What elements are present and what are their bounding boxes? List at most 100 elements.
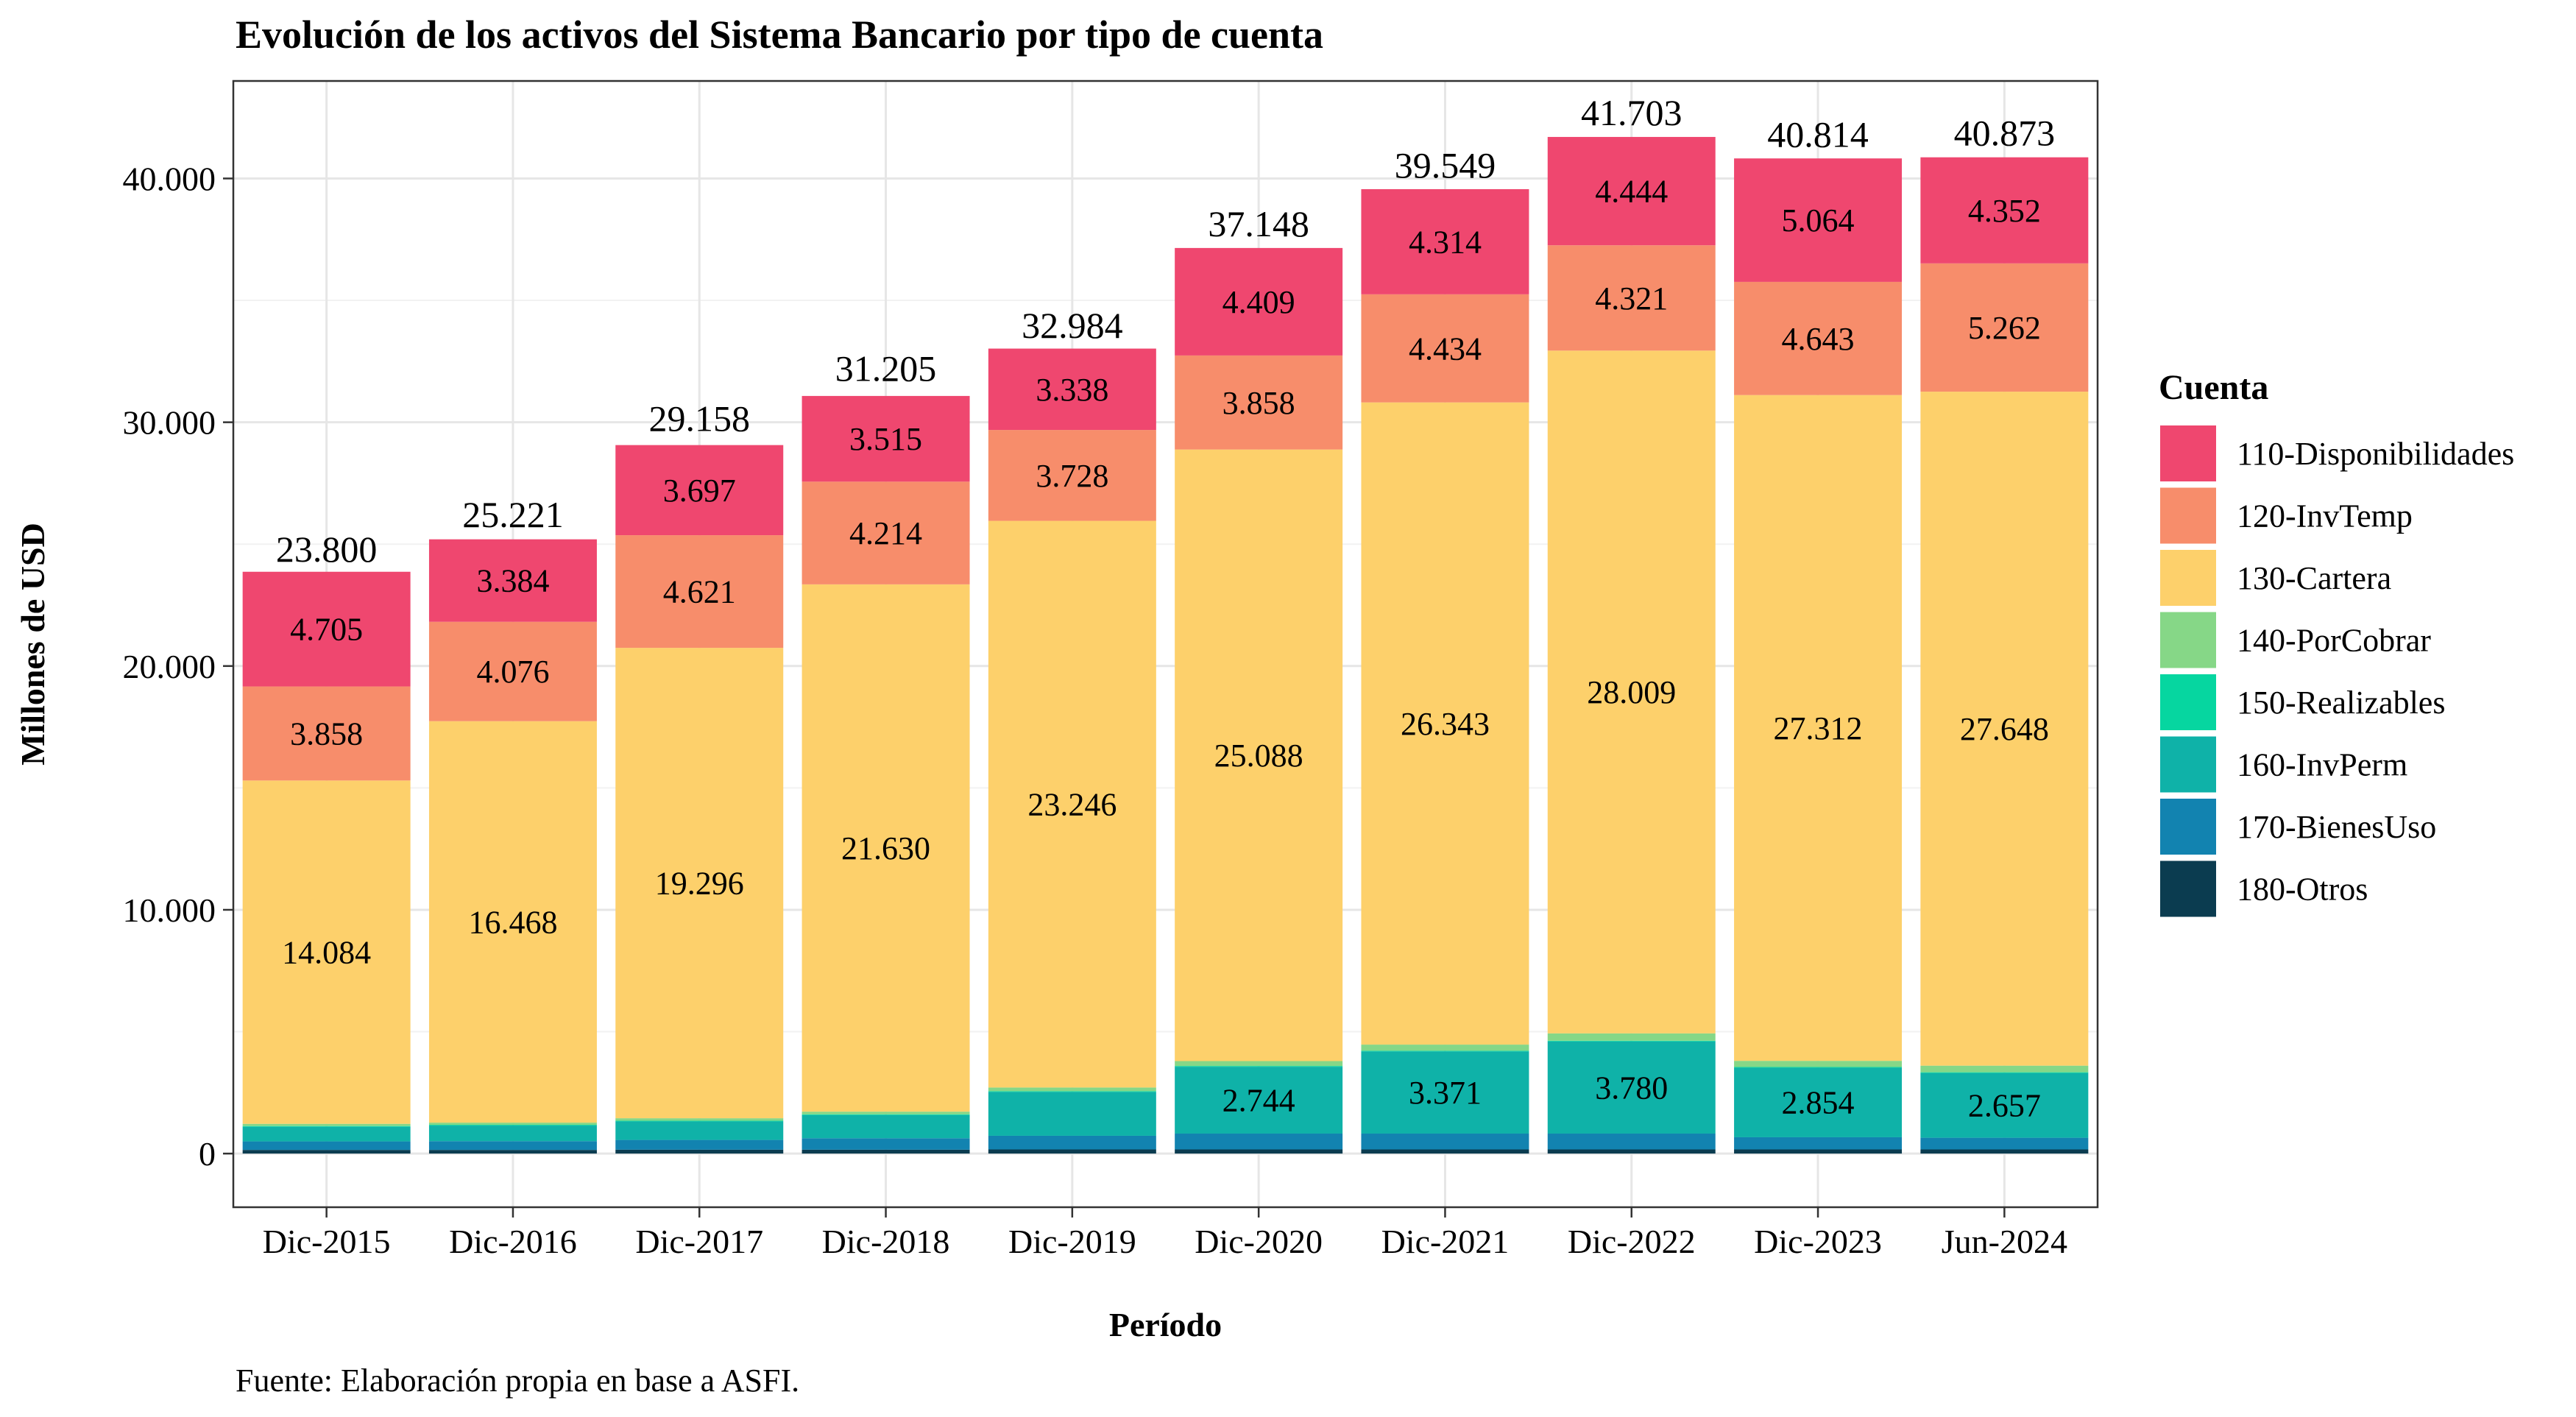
bar-segment-120-InvTemp (242, 686, 411, 781)
bar-segment-120-InvTemp (1547, 245, 1716, 351)
bar-total-label: 39.549 (1395, 144, 1496, 185)
bar-segment-180-Otros (1175, 1149, 1343, 1154)
x-tick-label: Dic-2023 (1754, 1223, 1882, 1260)
bar-total-label: 29.158 (649, 398, 751, 439)
bar-segment-170-BienesUso (242, 1141, 411, 1151)
bar-segment-130-Cartera (988, 520, 1156, 1088)
bar-segment-140-PorCobrar (988, 1087, 1156, 1092)
segment-value-label: 4.434 (1409, 331, 1482, 367)
bar-segment-130-Cartera (1734, 395, 1903, 1061)
bar-segment-130-Cartera (428, 721, 597, 1123)
bar-total-label: 32.984 (1022, 305, 1123, 346)
bar-segment-120-InvTemp (1361, 294, 1529, 403)
x-axis: Dic-2015 Dic-2016 Dic-2017 Dic-2018 Dic-2019… (263, 1207, 2067, 1260)
segment-value-label: 3.515 (849, 421, 922, 457)
bar-segment-170-BienesUso (1734, 1137, 1903, 1150)
segment-value-label: 23.246 (1027, 786, 1117, 822)
x-tick-label: Dic-2019 (1008, 1223, 1136, 1260)
source-caption: Fuente: Elaboración propia en base a ASF… (236, 1363, 799, 1399)
bar-segment-170-BienesUso (615, 1139, 784, 1150)
bar-segment-110-Disponibilidades (428, 539, 597, 622)
segment-value-label: 2.744 (1222, 1083, 1295, 1119)
bar-segment-120-InvTemp (988, 430, 1156, 521)
bar-total-label: 40.873 (1954, 113, 2056, 154)
x-tick-label: Dic-2017 (635, 1223, 763, 1260)
bar-segment-150-Realizables (615, 1120, 784, 1122)
segment-value-label: 4.409 (1222, 284, 1295, 320)
y-axis-title: Millones de USD (14, 523, 52, 766)
y-tick-label: 40.000 (123, 160, 216, 197)
segment-value-label: 4.076 (476, 654, 549, 690)
bar-segment-120-InvTemp (1734, 281, 1903, 395)
segment-value-label: 3.780 (1595, 1070, 1668, 1106)
bar-segment-160-InvPerm (802, 1114, 970, 1139)
bar-segment-110-Disponibilidades (615, 445, 784, 536)
bar-segment-110-Disponibilidades (1920, 157, 2089, 264)
segment-value-label: 4.643 (1782, 321, 1855, 357)
bar-segment-130-Cartera (1175, 449, 1343, 1061)
legend-label: 140-PorCobrar (2237, 623, 2431, 659)
bar-segment-170-BienesUso (1361, 1133, 1529, 1150)
segment-value-label: 2.657 (1968, 1088, 2041, 1124)
bar-segment-170-BienesUso (802, 1138, 970, 1150)
bar-segment-120-InvTemp (428, 621, 597, 721)
bar-segment-180-Otros (615, 1149, 784, 1154)
bar-segment-140-PorCobrar (428, 1123, 597, 1126)
bar-segment-180-Otros (1361, 1149, 1529, 1154)
segment-value-label: 4.321 (1595, 280, 1668, 317)
y-tick-label: 0 (199, 1135, 216, 1173)
bar-segment-140-PorCobrar (1361, 1045, 1529, 1051)
bar-segment-150-Realizables (1361, 1050, 1529, 1052)
segment-value-label: 3.371 (1409, 1075, 1482, 1111)
bar-segment-110-Disponibilidades (1734, 158, 1903, 282)
segment-value-label: 3.384 (476, 563, 549, 599)
segment-value-label: 26.343 (1401, 706, 1490, 742)
bar-segment-140-PorCobrar (802, 1112, 970, 1114)
bar-segment-160-InvPerm (428, 1126, 597, 1142)
bar-segment-180-Otros (1547, 1149, 1716, 1154)
bar-segment-150-Realizables (802, 1114, 970, 1115)
legend-swatch (2160, 674, 2216, 730)
segment-value-label: 21.630 (841, 830, 930, 866)
x-axis-title: Período (1109, 1306, 1222, 1343)
bar-segment-180-Otros (988, 1149, 1156, 1154)
bar-segment-170-BienesUso (1175, 1133, 1343, 1150)
segment-value-label: 5.064 (1782, 202, 1855, 238)
bar-segment-140-PorCobrar (242, 1123, 411, 1126)
bar-segment-110-Disponibilidades (802, 395, 970, 482)
bar-segment-180-Otros (1920, 1149, 2089, 1154)
legend-title: Cuenta (2159, 368, 2268, 407)
bar-segment-170-BienesUso (428, 1141, 597, 1151)
bar-segment-130-Cartera (1547, 350, 1716, 1033)
bar-segment-140-PorCobrar (1734, 1061, 1903, 1067)
x-tick-label: Jun-2024 (1942, 1223, 2067, 1260)
bar-segment-140-PorCobrar (1547, 1033, 1716, 1041)
legend-label: 180-Otros (2237, 872, 2368, 908)
x-tick-label: Dic-2015 (263, 1223, 391, 1260)
legend-label: 150-Realizables (2237, 685, 2445, 721)
bar-segment-160-InvPerm (1547, 1041, 1716, 1134)
bar-segment-180-Otros (242, 1150, 411, 1154)
bar-segment-120-InvTemp (1175, 355, 1343, 450)
bar-segment-180-Otros (1734, 1149, 1903, 1154)
bar-segment-140-PorCobrar (1175, 1061, 1343, 1067)
bar-segment-180-Otros (802, 1149, 970, 1154)
legend-swatch (2160, 799, 2216, 855)
segment-value-label: 28.009 (1587, 674, 1676, 710)
bar-segment-160-InvPerm (1175, 1067, 1343, 1134)
bar-segment-130-Cartera (1361, 402, 1529, 1045)
segment-value-label: 4.214 (849, 515, 922, 551)
x-tick-label: Dic-2022 (1568, 1223, 1696, 1260)
segment-value-label: 3.338 (1036, 372, 1108, 408)
plot-border (232, 79, 2099, 1209)
bar-total-label: 31.205 (835, 348, 937, 389)
bar-segment-110-Disponibilidades (1361, 188, 1529, 294)
segment-value-label: 16.468 (468, 904, 557, 940)
bar-segment-160-InvPerm (988, 1092, 1156, 1136)
bar-segment-160-InvPerm (242, 1126, 411, 1142)
bar-segment-170-BienesUso (1547, 1133, 1716, 1150)
legend-label: 160-InvPerm (2237, 747, 2407, 783)
bar-segment-130-Cartera (615, 648, 784, 1119)
bar-total-label: 41.703 (1581, 92, 1682, 133)
